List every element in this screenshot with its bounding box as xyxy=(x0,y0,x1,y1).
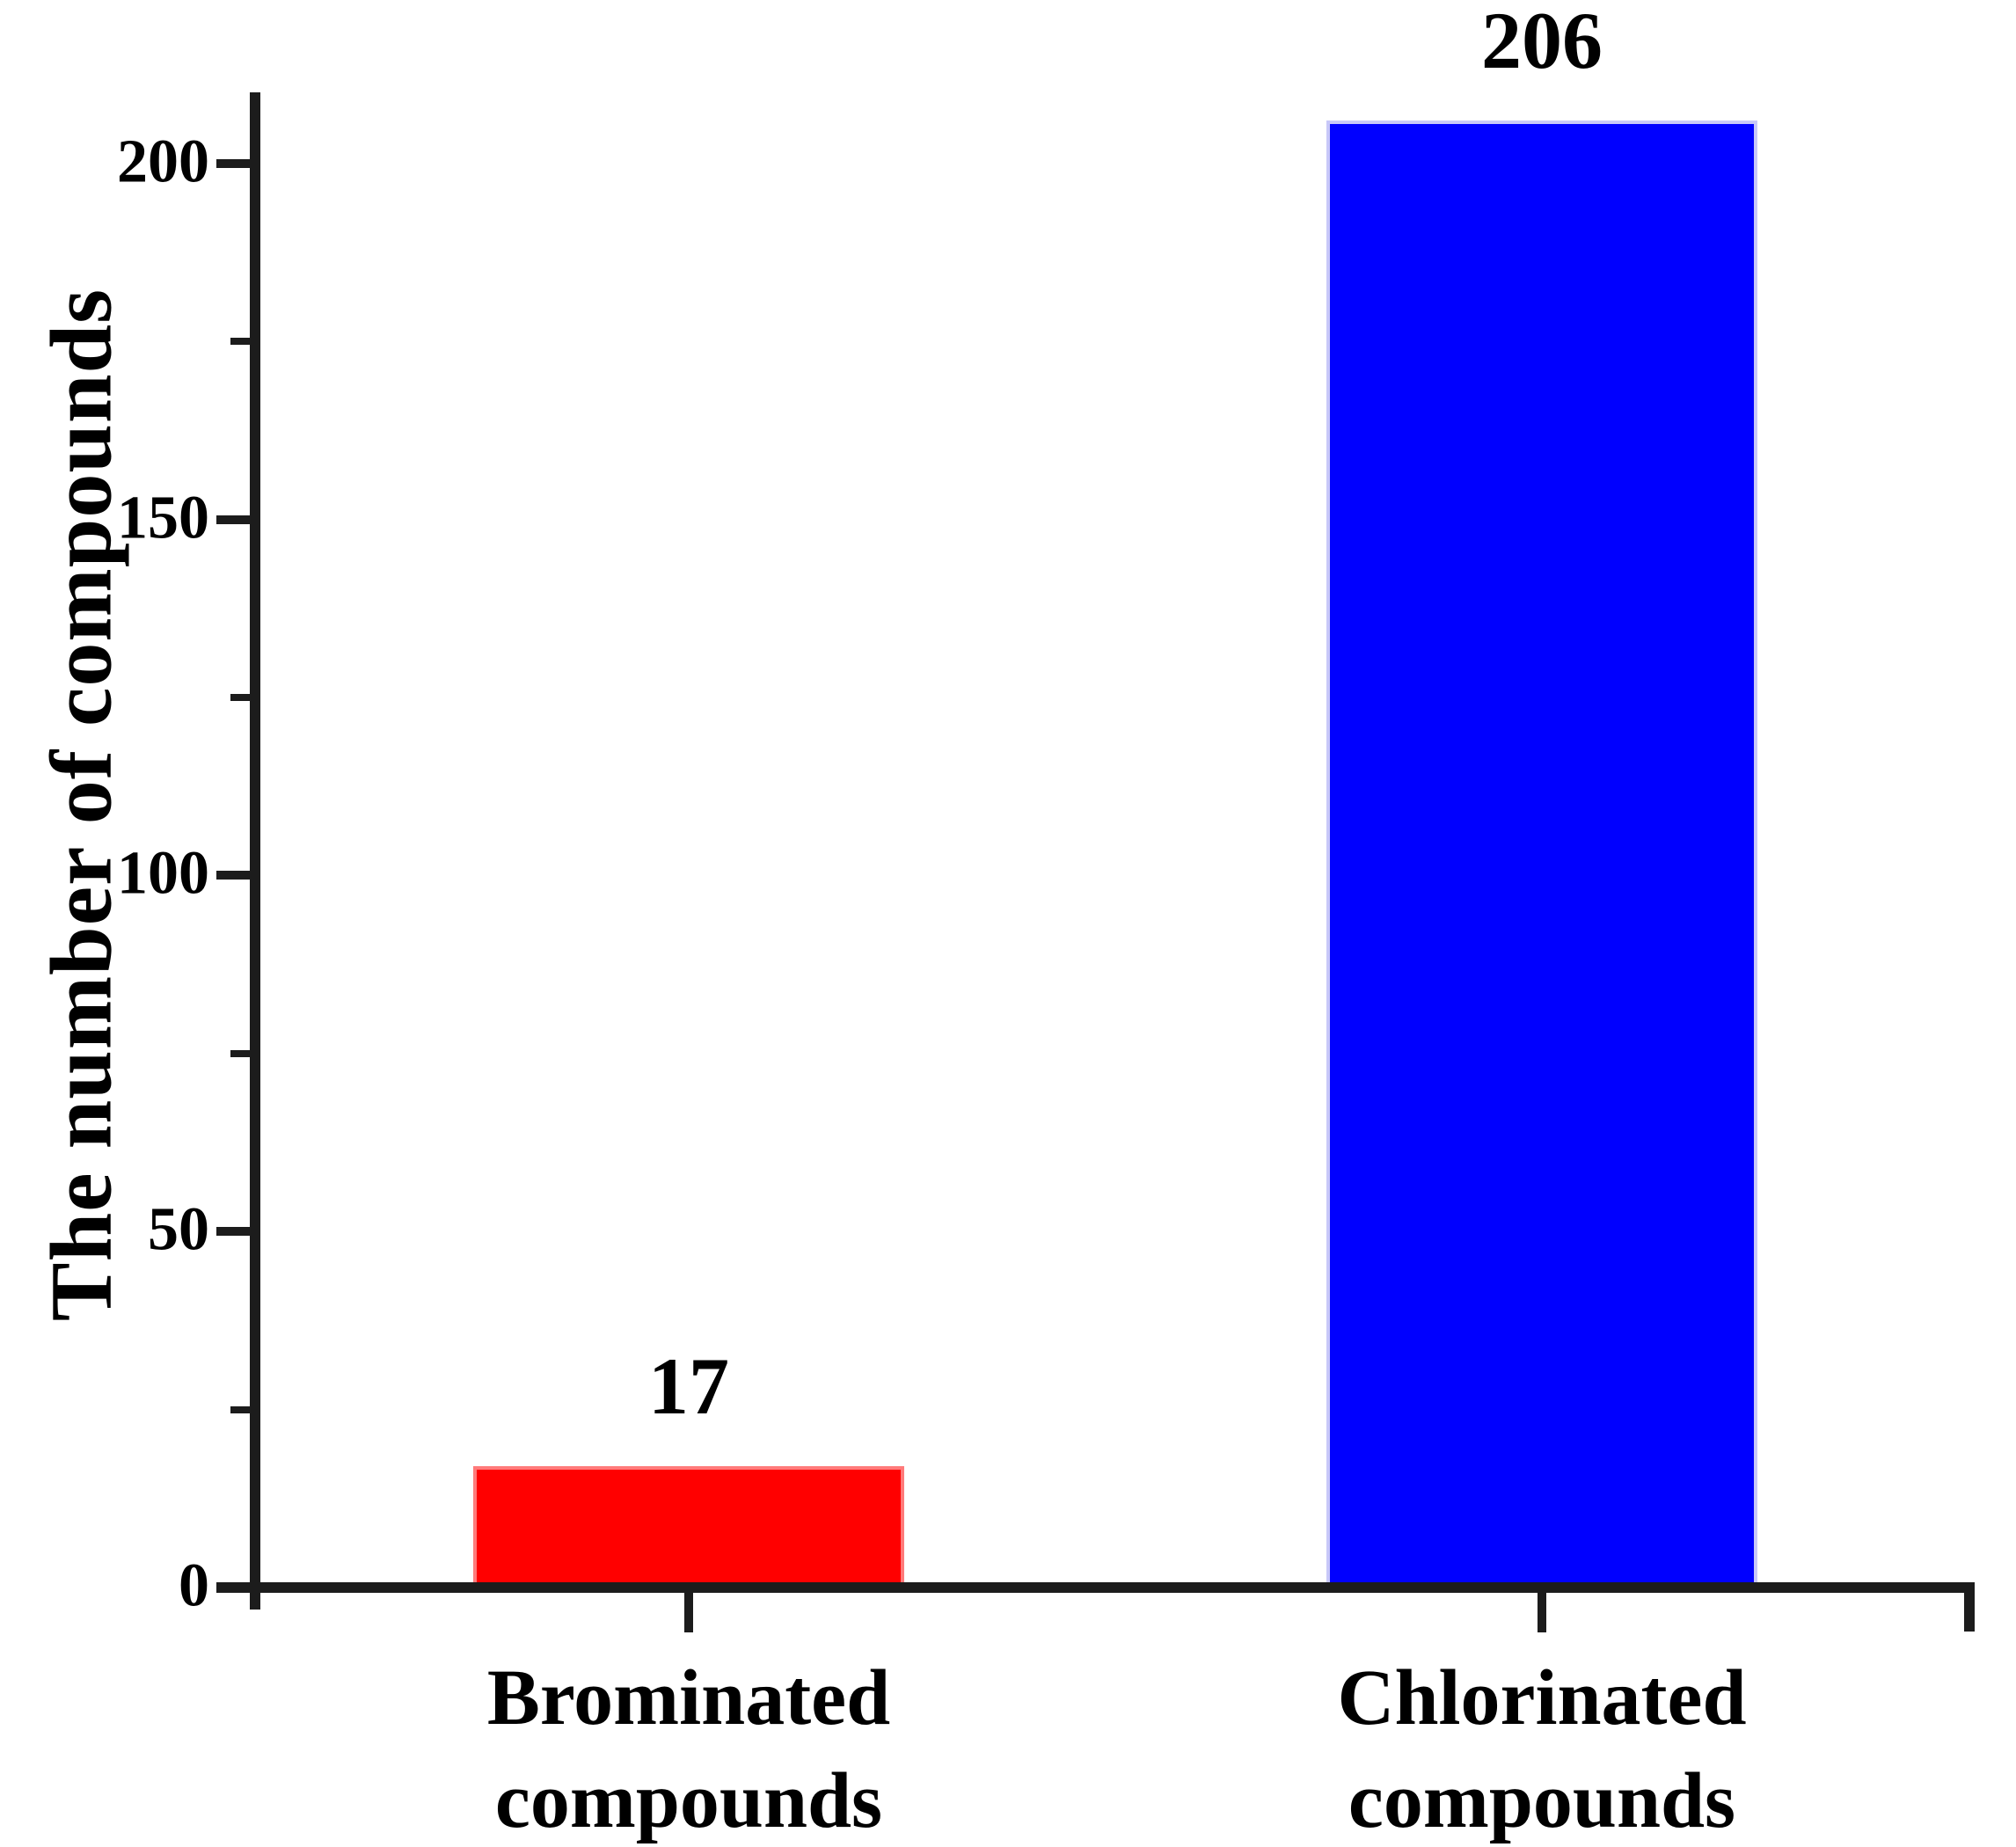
y-minor-tick xyxy=(230,1405,250,1413)
y-tick-label: 150 xyxy=(117,484,209,552)
x-category-label-line: Brominated xyxy=(486,1654,891,1741)
bar-value-label: 206 xyxy=(1481,0,1603,86)
x-category-label-line: compounds xyxy=(1348,1757,1736,1844)
y-tick-label: 0 xyxy=(179,1551,209,1620)
y-tick-label: 200 xyxy=(117,128,209,196)
y-major-tick xyxy=(216,871,250,880)
y-minor-tick xyxy=(230,694,250,702)
x-category-label: Brominated compounds xyxy=(372,1646,1005,1847)
y-major-tick xyxy=(216,158,250,168)
y-axis-title: The number of compounds xyxy=(32,288,130,1322)
bar-brominated xyxy=(473,1466,904,1588)
x-category-label: Chlorinated compounds xyxy=(1225,1646,1859,1847)
y-major-tick xyxy=(216,1227,250,1237)
bar-value-label: 17 xyxy=(648,1341,729,1432)
x-category-label-line: compounds xyxy=(494,1757,883,1844)
y-major-tick xyxy=(216,515,250,524)
x-axis-line xyxy=(216,1582,1975,1593)
y-minor-tick xyxy=(230,1049,250,1057)
bar-chlorinated xyxy=(1326,120,1757,1588)
y-tick-label: 50 xyxy=(148,1195,209,1264)
x-major-tick xyxy=(684,1593,693,1632)
x-category-label-line: Chlorinated xyxy=(1337,1654,1747,1741)
y-axis-line xyxy=(250,92,260,1610)
y-minor-tick xyxy=(230,338,250,346)
x-major-tick xyxy=(1538,1593,1546,1632)
y-tick-label: 100 xyxy=(117,840,209,909)
x-axis-end-cap xyxy=(1964,1582,1975,1632)
